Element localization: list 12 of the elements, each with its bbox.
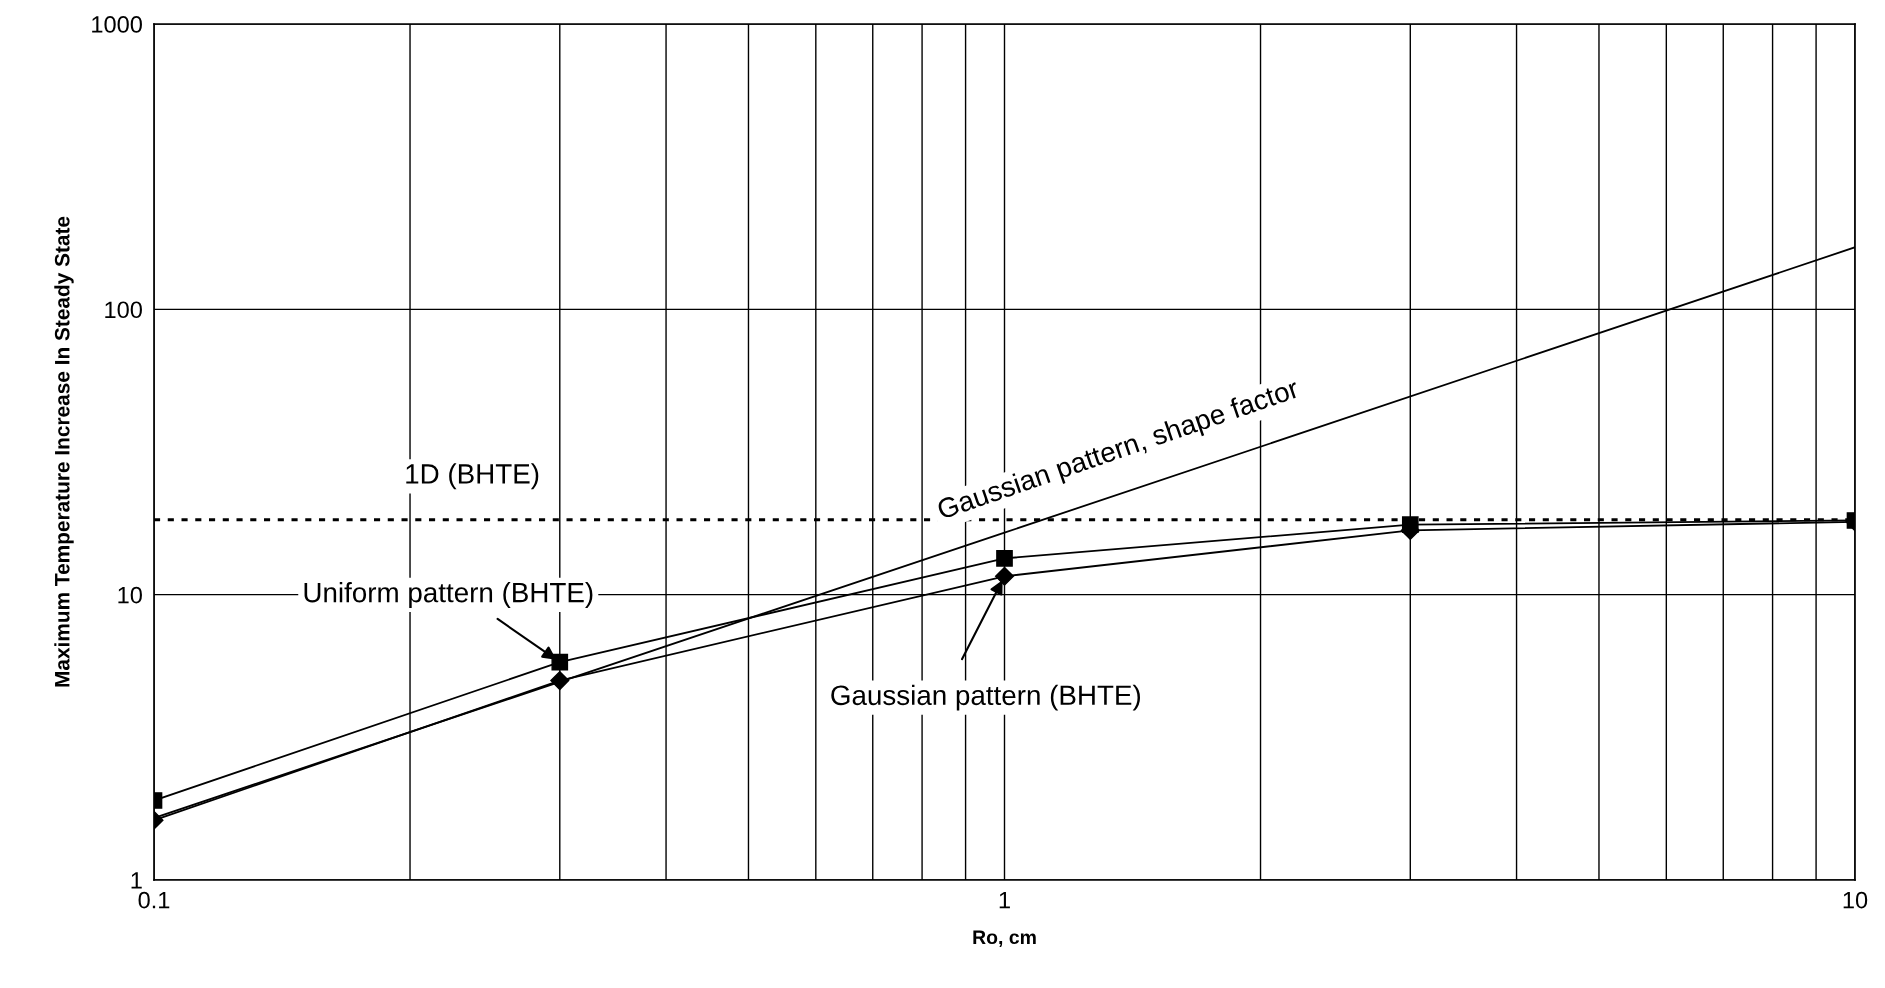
ref-line-label: 1D (BHTE) (406, 463, 539, 490)
x-tick-label: 1 (999, 891, 1010, 909)
x-tick-label: 10 (1843, 891, 1868, 909)
x-axis-title: Ro, cm (973, 930, 1036, 947)
y-axis-title: Maximum Temperature Increase In Steady State (54, 216, 74, 687)
y-tick-label: 1000 (92, 16, 142, 33)
y-tick-label: 10 (118, 586, 142, 604)
y-tick-label: 1 (131, 872, 142, 889)
x-tick-label: 0.1 (138, 891, 170, 909)
annotation: Uniform pattern (BHTE) (304, 582, 593, 608)
y-tick-label: 100 (105, 301, 142, 319)
annotation: Gaussian pattern (BHTE) (831, 684, 1140, 711)
